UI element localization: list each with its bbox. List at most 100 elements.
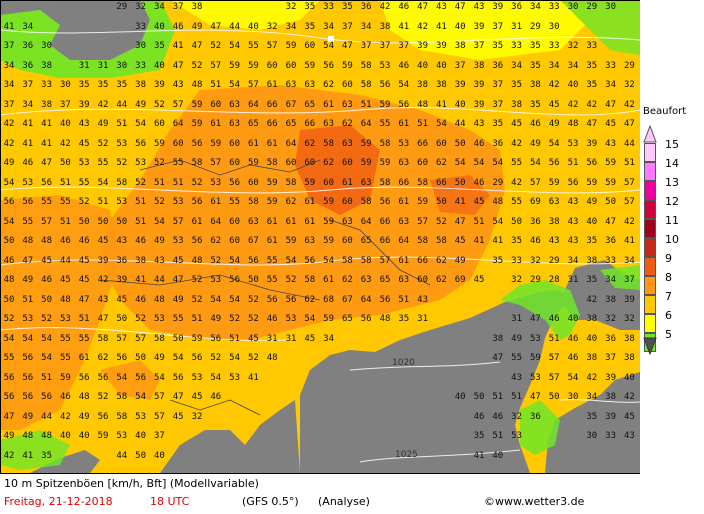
gust-value: 37 <box>623 275 635 285</box>
legend-label: 14 <box>665 157 679 170</box>
gust-value: 61 <box>266 80 278 90</box>
gust-value: 43 <box>511 372 523 383</box>
gust-value: 40 <box>247 21 259 32</box>
gust-value: 46 <box>59 236 71 246</box>
gust-value: 49 <box>135 99 147 110</box>
gust-value: 54 <box>454 158 466 168</box>
gust-value: 55 <box>59 353 71 363</box>
gust-value: 54 <box>229 41 241 51</box>
gust-value: 29 <box>529 275 541 285</box>
gust-value: 64 <box>360 216 372 227</box>
gust-value: 56 <box>191 236 203 246</box>
gust-value: 60 <box>304 41 316 51</box>
gust-value: 55 <box>3 353 15 363</box>
gust-value: 63 <box>360 275 372 285</box>
gust-value: 62 <box>97 353 109 363</box>
gust-value: 58 <box>379 138 391 149</box>
gust-value: 37 <box>360 41 372 51</box>
gust-value: 59 <box>304 60 316 71</box>
gust-value: 35 <box>586 236 598 246</box>
gust-value: 49 <box>3 158 15 168</box>
gust-value: 57 <box>153 411 165 422</box>
gust-value: 40 <box>454 99 466 110</box>
gust-value: 47 <box>417 2 429 12</box>
gust-value: 32 <box>511 411 523 422</box>
gust-value: 52 <box>210 41 222 51</box>
gust-value: 37 <box>492 80 504 90</box>
gust-value: 48 <box>266 353 278 363</box>
gust-value: 32 <box>266 21 278 32</box>
legend-label: 6 <box>665 309 672 322</box>
gust-value: 52 <box>135 314 147 324</box>
gust-value: 50 <box>135 353 147 363</box>
gust-value: 42 <box>3 450 15 461</box>
gust-value: 58 <box>116 177 128 188</box>
gust-value: 43 <box>417 294 429 305</box>
gust-value: 56 <box>398 99 410 110</box>
gust-value: 63 <box>398 216 410 227</box>
gust-value: 52 <box>247 294 259 305</box>
gust-value: 66 <box>379 216 391 227</box>
gust-value: 34 <box>323 21 335 32</box>
gust-value: 50 <box>41 294 53 305</box>
gust-value: 58 <box>417 236 429 246</box>
gust-value: 46 <box>473 411 485 422</box>
gust-value: 56 <box>586 158 598 168</box>
gust-value: 64 <box>172 119 184 129</box>
gust-value: 33 <box>548 2 560 12</box>
gust-value: 61 <box>341 177 353 188</box>
gust-value: 50 <box>454 177 466 188</box>
legend-swatch <box>644 162 656 181</box>
gust-value: 61 <box>285 216 297 227</box>
gust-value: 46 <box>529 236 541 246</box>
gust-value: 54 <box>210 372 222 383</box>
gust-value: 49 <box>97 119 109 129</box>
gust-value: 50 <box>3 294 15 305</box>
gust-value: 52 <box>116 158 128 168</box>
gust-value: 43 <box>172 80 184 90</box>
gust-value: 54 <box>492 158 504 168</box>
gust-value: 56 <box>567 177 579 188</box>
gust-value: 34 <box>285 21 297 32</box>
gust-value: 34 <box>567 255 579 266</box>
gust-value: 38 <box>511 99 523 110</box>
gust-value: 45 <box>548 99 560 110</box>
gust-value-grid: 29 32 34 37 38 32 35 33 35 36 42 46 47 43 47 43 39 36 34 33… <box>3 2 635 461</box>
gust-value: 49 <box>548 119 560 129</box>
gust-value: 50 <box>473 392 485 402</box>
gust-value: 33 <box>548 41 560 51</box>
legend-label: 15 <box>665 138 679 151</box>
gust-value: 30 <box>548 21 560 32</box>
gust-value: 63 <box>247 216 259 227</box>
gust-value: 49 <box>191 21 203 32</box>
gust-value: 31 <box>266 333 278 344</box>
gust-value: 35 <box>116 80 128 90</box>
gust-value: 36 <box>529 411 541 422</box>
credit-link[interactable]: ©www.wetter3.de <box>484 495 585 508</box>
gust-value: 52 <box>78 197 90 207</box>
gust-value: 38 <box>435 80 447 90</box>
gust-value: 56 <box>22 392 34 402</box>
gust-value: 38 <box>529 80 541 90</box>
gust-value: 60 <box>417 158 429 168</box>
gust-value: 59 <box>323 197 335 207</box>
gust-value: 47 <box>454 216 466 227</box>
gust-value: 38 <box>41 99 53 110</box>
gust-value: 39 <box>605 372 617 383</box>
gust-value: 67 <box>341 294 353 305</box>
gust-value: 44 <box>116 450 128 461</box>
gust-value: 62 <box>285 197 297 207</box>
gust-value: 57 <box>135 333 147 344</box>
gust-value: 55 <box>41 197 53 207</box>
gust-value: 38 <box>473 60 485 71</box>
gust-value: 39 <box>454 80 466 90</box>
gust-value: 46 <box>210 392 222 402</box>
gust-value: 41 <box>435 21 447 32</box>
gust-value: 54 <box>135 119 147 129</box>
gust-value: 40 <box>586 333 598 344</box>
legend-swatch <box>644 314 656 333</box>
gust-value: 57 <box>548 372 560 383</box>
gust-value: 64 <box>210 216 222 227</box>
gust-value: 52 <box>210 353 222 363</box>
legend-swatch <box>644 219 656 238</box>
